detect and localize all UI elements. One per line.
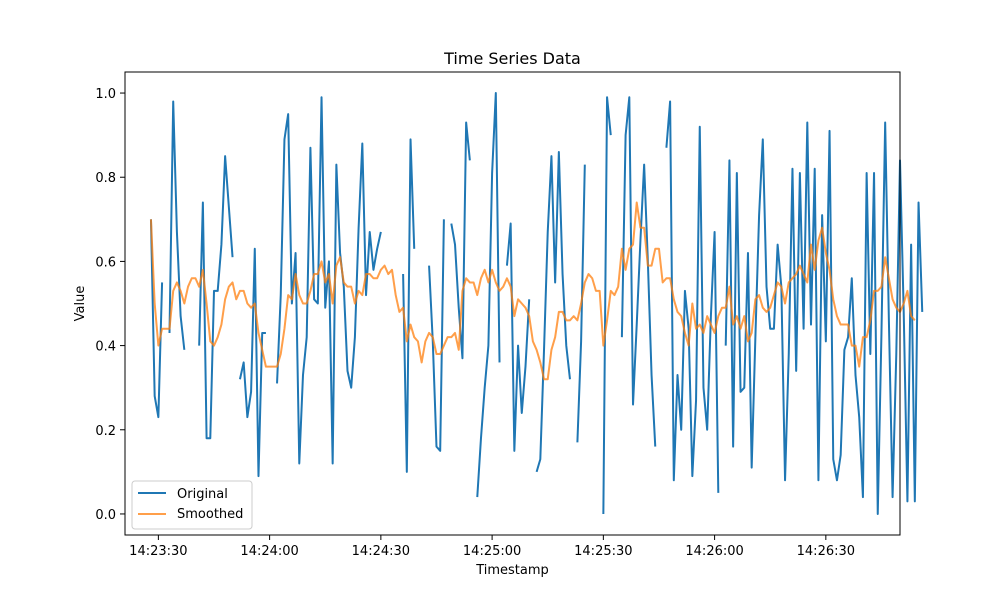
x-tick-label: 14:25:30 xyxy=(574,544,632,559)
x-tick-label: 14:23:30 xyxy=(129,544,187,559)
y-axis-label: Value xyxy=(73,286,88,322)
x-tick-label: 14:24:30 xyxy=(352,544,410,559)
x-tick-label: 14:26:00 xyxy=(685,544,743,559)
series-smoothed xyxy=(149,201,916,381)
y-tick-label: 0.2 xyxy=(95,424,116,439)
x-tick-label: 14:24:00 xyxy=(240,544,298,559)
y-tick-label: 0.8 xyxy=(95,171,116,186)
y-tick-label: 0.0 xyxy=(95,508,116,523)
legend-label-original: Original xyxy=(177,487,228,502)
x-tick-label: 14:26:30 xyxy=(797,544,855,559)
y-tick-label: 1.0 xyxy=(95,87,116,102)
y-axis: 0.0 0.2 0.4 0.6 0.8 1.0 xyxy=(95,87,125,523)
y-tick-label: 0.6 xyxy=(95,255,116,270)
x-axis-label: Timestamp xyxy=(475,563,549,578)
plot-area-frame xyxy=(124,71,901,536)
x-axis: 14:23:30 14:24:00 14:24:30 14:25:00 14:25:30… xyxy=(129,535,855,559)
series-layer xyxy=(149,92,924,515)
chart-title: Time Series Data xyxy=(443,49,581,68)
legend: Original Smoothed xyxy=(131,480,253,530)
series-line-smoothed xyxy=(149,201,916,381)
x-tick-label: 14:25:00 xyxy=(463,544,521,559)
y-tick-label: 0.4 xyxy=(95,340,116,355)
legend-label-smoothed: Smoothed xyxy=(177,507,243,522)
